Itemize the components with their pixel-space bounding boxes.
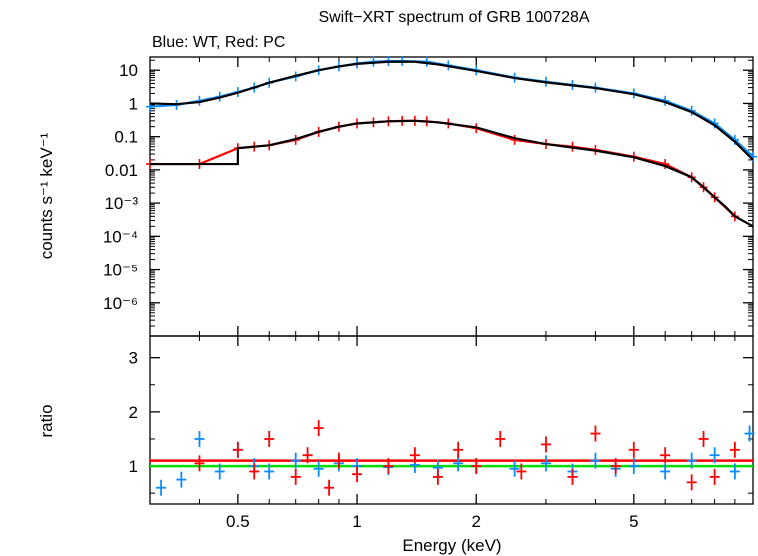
top-y-axis-label: counts s⁻¹ keV⁻¹	[37, 132, 56, 259]
top-panel-ticks: 10 1 0.1 0.01 10⁻³ 10⁻⁴ 10⁻⁵ 10⁻⁶	[103, 59, 753, 327]
top-y-tick-label: 10⁻³	[104, 194, 138, 213]
x-tick-label: 5	[629, 512, 638, 531]
ratio-series-pc	[194, 420, 740, 496]
top-panel-frame	[149, 56, 754, 337]
model-curve	[150, 119, 754, 228]
chart-subtitle: Blue: WT, Red: PC	[152, 34, 285, 51]
top-y-tick-label: 10⁻⁴	[103, 227, 138, 246]
bottom-y-tick-label: 2	[129, 403, 138, 422]
data-trace	[150, 119, 736, 218]
bottom-y-tick-label: 3	[129, 349, 138, 368]
bottom-y-axis-label: ratio	[37, 404, 56, 437]
series-wt-model	[149, 60, 754, 161]
bottom-panel-series	[150, 420, 755, 496]
top-y-tick-label: 10⁻⁶	[103, 294, 138, 313]
bottom-panel-ticks: 0.5 1 2 5 1 2 3	[129, 57, 754, 531]
bottom-y-tick-label: 1	[129, 457, 138, 476]
x-axis-label: Energy (keV)	[402, 536, 501, 555]
top-y-tick-label: 10	[119, 61, 138, 80]
x-tick-label: 2	[472, 512, 481, 531]
x-tick-label: 0.5	[226, 512, 250, 531]
top-y-tick-label: 0.01	[105, 161, 138, 180]
chart-title: Swift−XRT spectrum of GRB 100728A	[318, 9, 589, 26]
data-trace	[149, 59, 754, 158]
top-panel-series	[146, 55, 757, 228]
model-curve	[149, 60, 754, 161]
bottom-panel-frame	[149, 335, 754, 505]
top-y-tick-label: 10⁻⁵	[103, 261, 138, 280]
x-tick-label: 1	[352, 512, 361, 531]
series-pc-model	[150, 119, 754, 228]
top-y-tick-label: 1	[129, 94, 138, 113]
top-y-tick-label: 0.1	[114, 128, 138, 147]
series-pc	[146, 115, 739, 222]
